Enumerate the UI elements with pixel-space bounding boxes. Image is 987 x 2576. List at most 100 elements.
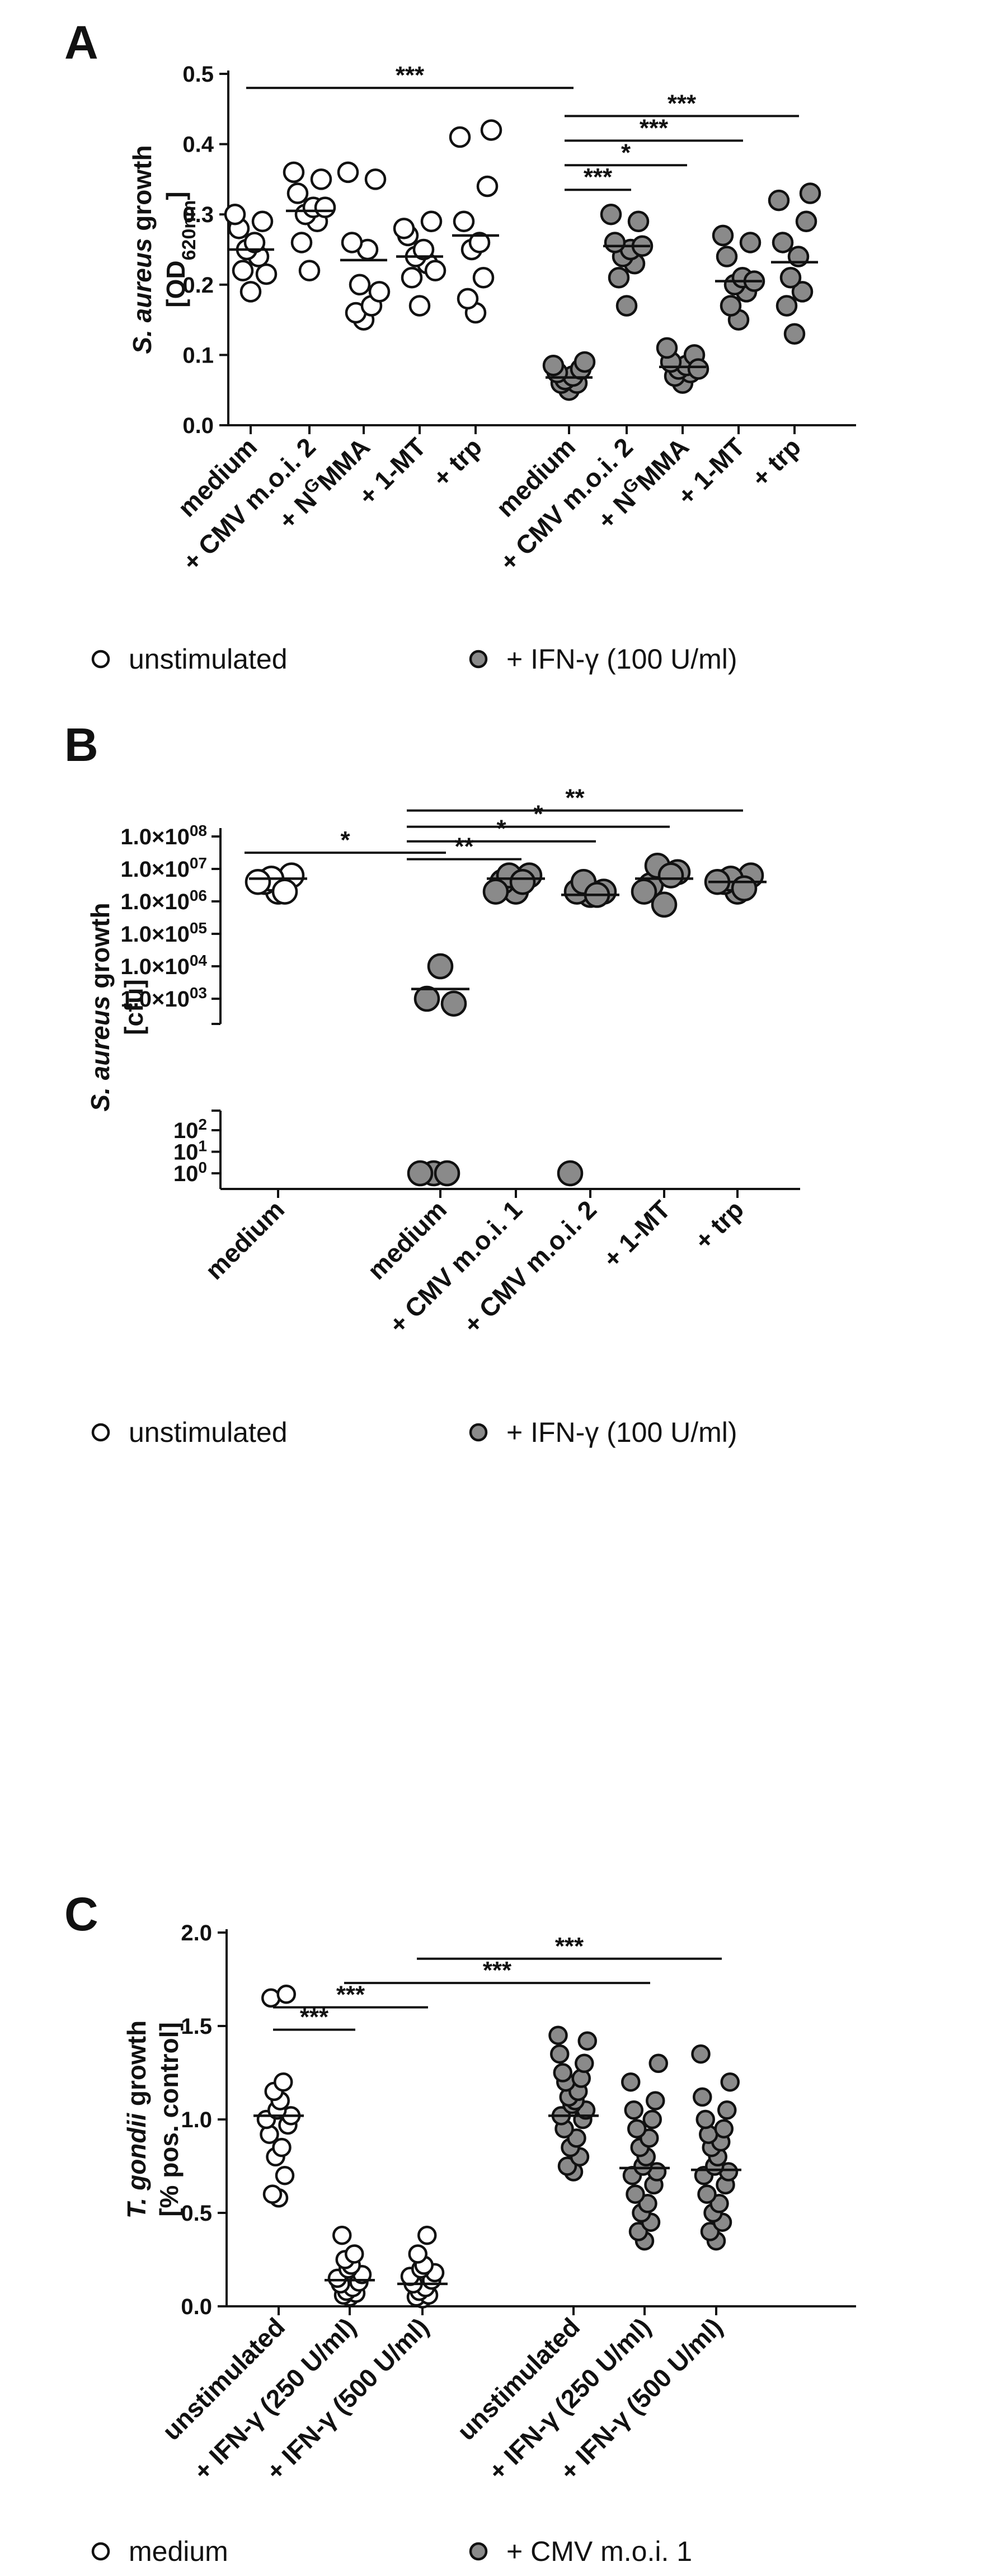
- y-tick-mantissa: 1.0×10: [120, 857, 189, 882]
- data-point: [799, 182, 821, 204]
- y-tick-exponent: 03: [190, 984, 207, 1002]
- y-tick-exponent: 05: [190, 919, 207, 937]
- significance-label: **: [454, 833, 474, 861]
- legend-label-filled: + CMV m.o.i. 1: [506, 2536, 692, 2567]
- data-point: [776, 295, 798, 317]
- data-point: [424, 260, 446, 281]
- data-point: [687, 358, 709, 380]
- data-point: [691, 2044, 711, 2064]
- data-point: [407, 1160, 434, 1187]
- data-point: [401, 266, 423, 289]
- panel-letter-c: C: [64, 1888, 98, 1940]
- data-point: [717, 2100, 737, 2120]
- data-point: [245, 868, 271, 895]
- y-tick-label: 1.5: [181, 2014, 212, 2039]
- data-point: [627, 2119, 647, 2138]
- data-point: [553, 2063, 572, 2083]
- data-point: [261, 1988, 281, 2008]
- legend-label-filled: + IFN-γ (100 U/ml): [506, 643, 737, 675]
- data-point: [349, 274, 371, 296]
- y-tick-mantissa: 1.0×10: [120, 890, 189, 914]
- data-point: [417, 2225, 437, 2245]
- data-point: [646, 2091, 665, 2110]
- y-tick-label: 1.0×1006: [120, 887, 207, 915]
- y-tick-mantissa: 1.0×10: [120, 955, 189, 979]
- y-tick-mantissa: 1.0×10: [120, 922, 189, 947]
- x-category-label: + CMV m.o.i. 2: [458, 1195, 602, 1339]
- x-category-label: + trp: [427, 432, 487, 492]
- panel-b: B1.0×10081.0×10071.0×10061.0×10051.0×100…: [64, 718, 800, 1448]
- significance-label: ***: [396, 62, 425, 89]
- data-point: [434, 1160, 460, 1187]
- y-axis-label-line2: [OD620nm]: [161, 191, 200, 307]
- legend-label-open: medium: [129, 2536, 228, 2567]
- data-point: [408, 295, 431, 317]
- legend-label-open: unstimulated: [129, 643, 288, 675]
- y-tick-exponent: 0: [198, 1159, 207, 1176]
- y-axis-label-line1: S. aureus growth: [86, 902, 115, 1111]
- data-point: [276, 1984, 296, 2004]
- y-tick-mantissa: 1.0×10: [120, 987, 189, 1012]
- data-point: [337, 161, 359, 184]
- data-point: [768, 189, 790, 211]
- y-tick-label: 1.0: [181, 2108, 212, 2132]
- data-point: [695, 2109, 715, 2130]
- data-point: [364, 168, 387, 190]
- data-point: [693, 2087, 712, 2107]
- data-point: [624, 2100, 643, 2120]
- data-point: [393, 218, 415, 239]
- data-point: [631, 878, 657, 905]
- data-point: [716, 246, 738, 267]
- y-tick-mantissa: 10: [173, 1140, 199, 1165]
- data-point: [642, 2109, 662, 2130]
- x-category-text: + trp: [746, 432, 806, 492]
- data-point: [272, 2137, 292, 2157]
- y-tick-label: 0.0: [181, 2295, 212, 2319]
- data-point: [651, 891, 678, 918]
- data-point: [621, 2072, 641, 2092]
- y-tick-label: 2.0: [181, 1921, 212, 1945]
- y-tick-label: 1.0×1005: [120, 919, 207, 947]
- y-axis-label-italic: S. aureus: [86, 995, 115, 1111]
- data-point: [275, 2165, 295, 2185]
- significance-label: ***: [640, 114, 669, 142]
- y-axis-unit-sub: 620nm: [178, 200, 200, 261]
- x-category-label: + trp: [746, 432, 806, 492]
- significance-label: *: [496, 815, 506, 843]
- data-point: [577, 2031, 597, 2051]
- data-point: [575, 2053, 594, 2074]
- data-point: [271, 878, 298, 905]
- x-category-label: + 1-MT: [597, 1195, 676, 1273]
- y-tick-label: 101: [173, 1137, 207, 1165]
- data-point: [548, 2025, 568, 2045]
- x-category-label: unstimulated: [157, 2312, 290, 2446]
- y-axis-unit-suffix: ]: [161, 191, 190, 200]
- data-point: [476, 175, 499, 198]
- data-point: [290, 232, 313, 253]
- significance-label: *: [621, 139, 631, 166]
- significance-label: ***: [555, 1933, 584, 1960]
- y-tick-label: 0.5: [182, 62, 214, 87]
- data-point: [697, 2184, 717, 2204]
- data-point: [314, 196, 336, 218]
- legend-marker-filled: [469, 650, 488, 669]
- data-point: [600, 203, 622, 225]
- legend-marker-filled: [469, 2542, 488, 2561]
- data-point: [791, 281, 814, 303]
- y-tick-label: 1.0×1003: [120, 984, 207, 1012]
- y-axis-label-line1: T. gondii growth: [122, 2020, 151, 2218]
- x-category-label: unstimulated: [452, 2312, 585, 2446]
- panel-letter-b: B: [64, 718, 98, 771]
- y-tick-label: 100: [173, 1159, 207, 1187]
- data-point: [368, 281, 391, 303]
- data-point: [615, 295, 638, 317]
- data-point: [224, 203, 246, 225]
- data-point: [648, 2053, 668, 2074]
- x-category-label: medium: [200, 1195, 290, 1285]
- x-category-text: + trp: [427, 432, 487, 492]
- data-point: [310, 168, 332, 190]
- y-tick-mantissa: 10: [173, 1118, 199, 1143]
- y-tick-label: 0.3: [182, 203, 214, 227]
- data-point: [232, 260, 254, 281]
